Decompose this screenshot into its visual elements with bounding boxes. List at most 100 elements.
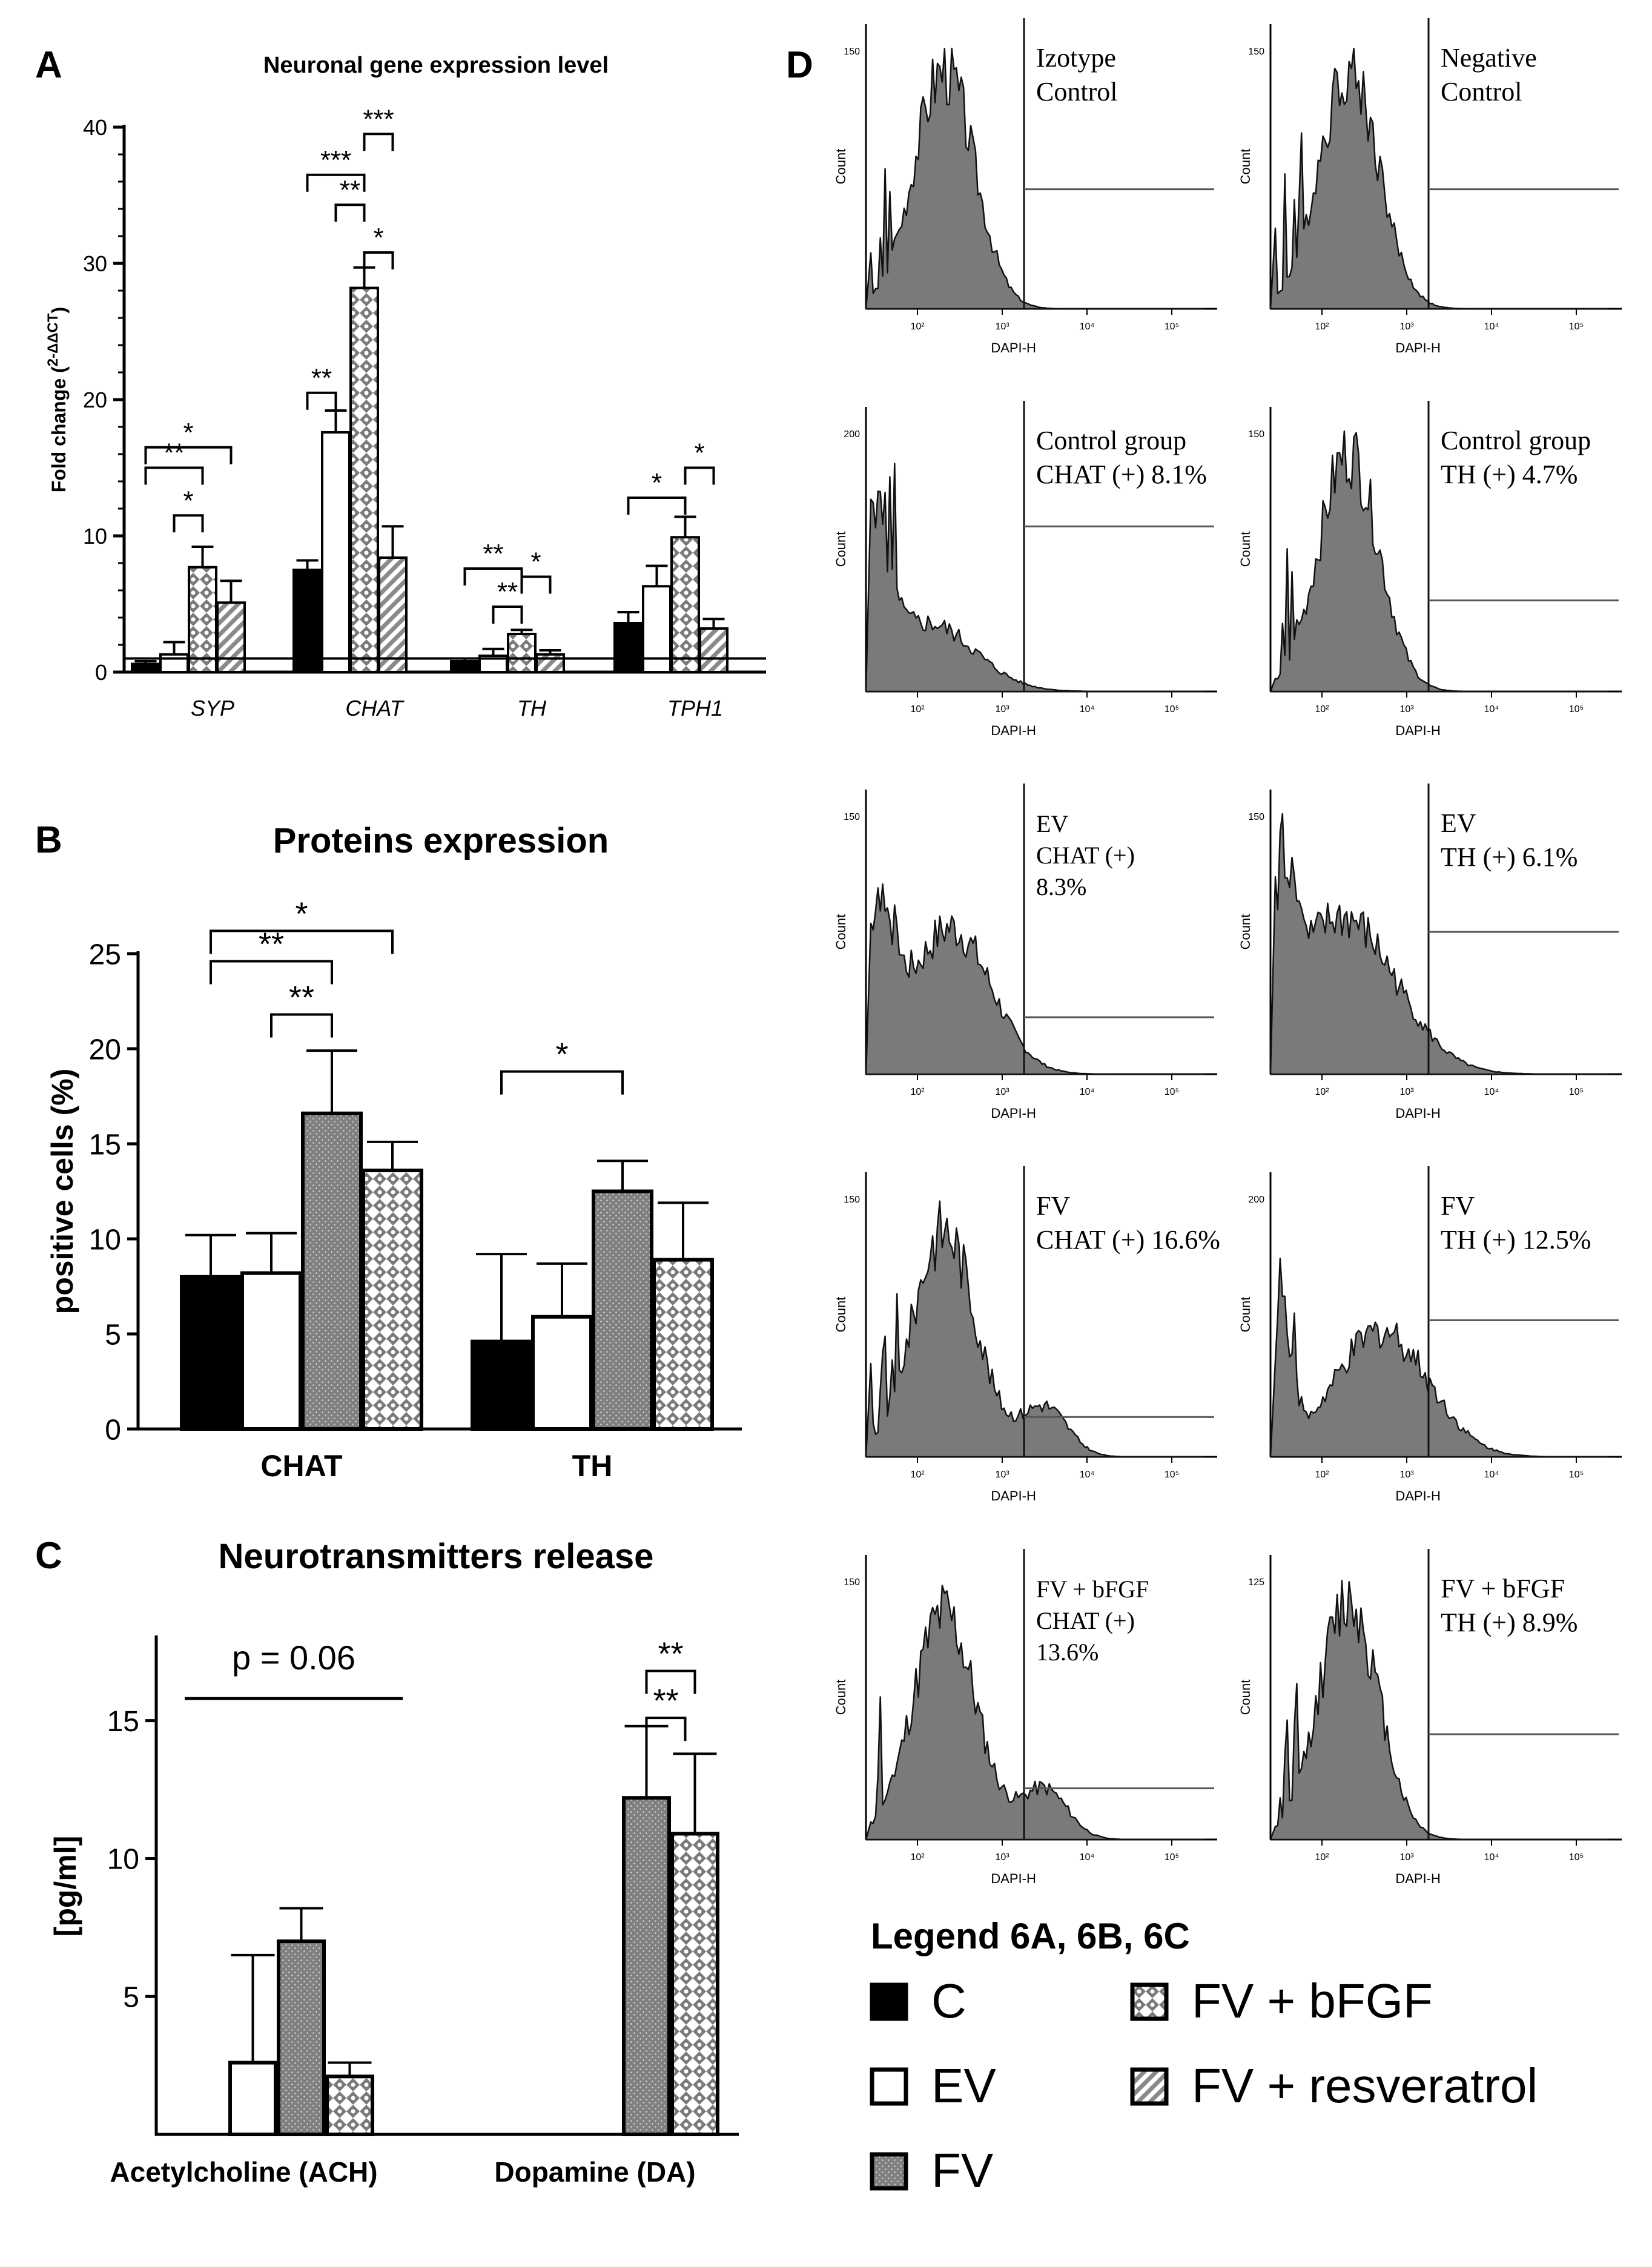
significance-bracket: [334, 203, 366, 222]
histogram-x-label: DAPI-H: [1395, 723, 1441, 738]
histogram-x-tick-label: 10³: [1399, 1087, 1414, 1097]
legend: Legend 6A, 6B, 6C C EV FV FV + bFGF FV + resv…: [870, 1916, 1538, 2197]
bar-fv-resveratrol-tph1: [699, 627, 729, 673]
histogram-area: [1269, 813, 1610, 1075]
histogram-annotation: CHAT (+) 8.1%: [1036, 460, 1207, 489]
x-category-dopamine-da: Dopamine (DA): [494, 2156, 695, 2188]
histogram-area: [1269, 430, 1610, 693]
y-tick-label: 25: [89, 939, 121, 971]
histogram-y-label: Count: [1238, 1297, 1253, 1333]
histogram-annotation: 8.3%: [1036, 873, 1086, 900]
y-tick-label: 40: [83, 115, 107, 140]
histogram-y-label: Count: [1238, 1680, 1253, 1715]
chart-title: Neuronal gene expression level: [263, 53, 609, 78]
legend-swatch-fv-resveratrol: [1130, 2067, 1169, 2106]
histogram-annotation: Control: [1036, 77, 1117, 107]
histogram-x-tick-label: 10²: [1315, 1852, 1329, 1863]
significance-label: *: [183, 486, 193, 515]
y-tick-label: 0: [105, 1414, 121, 1446]
y-axis-label: Fold change (2-ΔΔCT): [45, 307, 70, 493]
significance-bracket: [645, 1669, 696, 1694]
y-tick-label: 10: [83, 524, 107, 549]
significance-bracket: [173, 514, 204, 533]
histogram-5: Count 150 DAPI-H 10² 10³ 10⁴ 10⁵ EV CHAT (+) 8.3%: [833, 784, 1217, 1121]
histogram-x-tick-label: 10³: [995, 704, 1009, 714]
significance-label: **: [259, 926, 284, 963]
significance-label: *: [373, 223, 383, 252]
histogram-x-tick-label: 10⁵: [1165, 1087, 1179, 1097]
histogram-y-max: 150: [844, 812, 860, 822]
panel-label: C: [35, 1535, 62, 1577]
significance-label: **: [289, 979, 314, 1015]
histogram-area: [1269, 1580, 1610, 1841]
histogram-x-tick-label: 10²: [1315, 1087, 1329, 1097]
y-axis-label: positive cells (%): [45, 1069, 79, 1315]
x-category-tph1: TPH1: [667, 696, 723, 721]
histogram-x-tick-label: 10²: [910, 1087, 925, 1097]
histogram-annotation: CHAT (+): [1036, 842, 1135, 869]
histogram-x-tick-label: 10³: [995, 322, 1009, 332]
histogram-annotation: EV: [1441, 808, 1476, 838]
histogram-annotation: Control group: [1441, 426, 1591, 455]
histogram-x-label: DAPI-H: [991, 723, 1036, 738]
y-tick-label: 10: [89, 1224, 121, 1256]
bar-fv-bfgf-chat: [349, 286, 379, 673]
significance-label: **: [653, 1683, 678, 1719]
significance-bracket: [363, 133, 394, 151]
bar-fv-th: [592, 1189, 653, 1431]
histogram-y-label: Count: [1238, 532, 1253, 567]
panel-label: D: [786, 44, 813, 86]
histogram-x-tick-label: 10³: [995, 1087, 1009, 1097]
histogram-x-tick-label: 10⁵: [1569, 704, 1584, 714]
bar-c-th: [450, 660, 480, 673]
histogram-x-tick-label: 10³: [1399, 704, 1414, 714]
bar-fv-resveratrol-syp: [216, 601, 246, 673]
histogram-area: [865, 1585, 1205, 1841]
significance-bracket: [270, 1013, 333, 1038]
histogram-x-tick-label: 10⁵: [1569, 322, 1584, 332]
panel-d: D Count 150 DAPI-H 10² 10³ 10⁴ 10⁵ Izotype Contro…: [786, 18, 1622, 1886]
bar-c-syp: [131, 662, 160, 673]
bar-fv-bfgf-dopamine-da: [670, 1832, 719, 2136]
histogram-x-tick-label: 10⁵: [1569, 1470, 1584, 1480]
histogram-4: Count 150 DAPI-H 10² 10³ 10⁴ 10⁵ Control group T…: [1238, 401, 1622, 738]
significance-bracket: [144, 466, 204, 485]
histogram-x-tick-label: 10³: [995, 1852, 1009, 1863]
histogram-x-tick-label: 10⁴: [1484, 704, 1499, 714]
significance-bracket: [363, 251, 394, 269]
significance-label: *: [183, 418, 193, 447]
bar-fv-bfgf-th: [652, 1258, 714, 1431]
bar-fv-bfgf-syp: [188, 566, 217, 673]
y-tick-label: 20: [89, 1034, 121, 1066]
significance-label: ***: [363, 104, 394, 134]
bar-c-tph1: [613, 622, 643, 673]
significance-label: **: [311, 363, 332, 393]
histogram-y-label: Count: [833, 1680, 848, 1715]
histogram-y-label: Count: [833, 1297, 848, 1333]
histogram-x-tick-label: 10⁵: [1569, 1087, 1584, 1097]
histogram-x-tick-label: 10⁴: [1484, 1852, 1499, 1863]
bar-c-th: [471, 1339, 532, 1431]
significance-label: *: [530, 547, 541, 577]
histogram-x-tick-label: 10⁵: [1165, 1852, 1179, 1863]
histogram-x-tick-label: 10⁵: [1165, 704, 1179, 714]
histogram-1: Count 150 DAPI-H 10² 10³ 10⁴ 10⁵ Izotype Control: [833, 18, 1217, 355]
significance-bracket: [520, 575, 552, 594]
histogram-annotation: FV: [1441, 1191, 1475, 1221]
histogram-x-label: DAPI-H: [991, 1488, 1036, 1503]
bar-fv-bfgf-acetylcholine-ach: [325, 2074, 374, 2136]
panel-a: A Neuronal gene expression level Fold chan…: [35, 44, 766, 721]
histogram-x-tick-label: 10⁵: [1569, 1852, 1584, 1863]
histogram-area: [865, 463, 1205, 693]
x-category-th: TH: [572, 1449, 613, 1483]
histogram-y-max: 150: [844, 1577, 860, 1588]
significance-bracket: [210, 960, 333, 985]
significance-bracket: [210, 929, 394, 954]
histogram-area: [865, 1200, 1205, 1458]
bar-c-chat: [292, 569, 322, 673]
significance-label: *: [295, 896, 308, 932]
histogram-annotation: Izotype: [1036, 43, 1116, 73]
histogram-y-label: Count: [833, 532, 848, 567]
histogram-x-tick-label: 10³: [995, 1470, 1009, 1480]
